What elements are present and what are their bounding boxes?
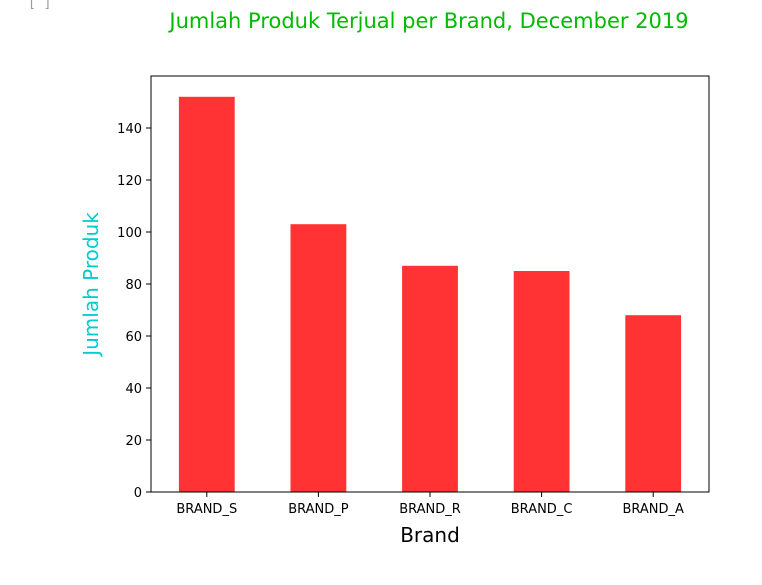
- x-tick-label: BRAND_A: [622, 502, 684, 517]
- x-axis-label: Brand: [400, 523, 460, 547]
- y-axis-label: Jumlah Produk: [79, 212, 103, 358]
- bar-brand_p: [290, 224, 347, 492]
- cell-prompt: [ ]: [28, 0, 52, 11]
- y-tick-label: 100: [117, 226, 142, 241]
- bar-brand_a: [625, 315, 682, 492]
- bar-brand_c: [513, 271, 570, 492]
- y-tick-label: 60: [125, 330, 142, 345]
- chart-title: Jumlah Produk Terjual per Brand, Decembe…: [167, 9, 688, 33]
- y-tick-label: 120: [117, 174, 142, 189]
- y-ticks: 0 20 40 60 80 100 120 140: [117, 122, 151, 501]
- bar-brand_s: [178, 96, 235, 493]
- x-ticks: BRAND_S BRAND_P BRAND_R BRAND_C BRAND_A: [176, 492, 684, 517]
- bars-group: [178, 96, 682, 493]
- plot-frame: [150, 75, 710, 493]
- x-tick-label: BRAND_P: [288, 502, 349, 517]
- x-tick-label: BRAND_S: [176, 502, 237, 517]
- y-tick-label: 0: [134, 486, 142, 501]
- x-tick-label: BRAND_C: [511, 502, 573, 517]
- y-tick-label: 140: [117, 122, 142, 137]
- y-tick-label: 40: [125, 382, 142, 397]
- y-tick-label: 80: [125, 278, 142, 293]
- bar-brand_r: [402, 265, 458, 492]
- x-tick-label: BRAND_R: [399, 502, 461, 517]
- y-tick-label: 20: [125, 434, 142, 449]
